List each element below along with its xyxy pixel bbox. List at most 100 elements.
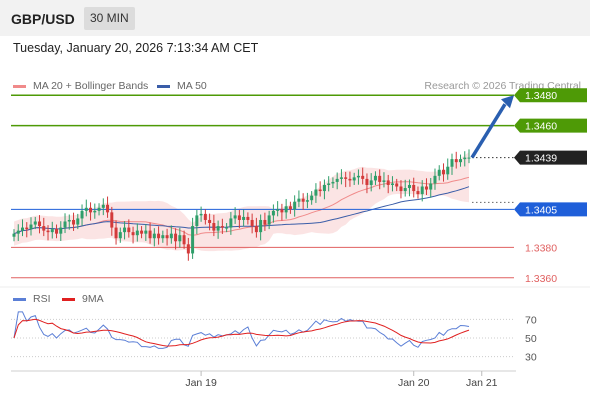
candle-body-85: [373, 175, 377, 181]
candle-body-107: [467, 157, 471, 159]
candle-body-92: [403, 188, 407, 192]
candle-body-36: [165, 235, 169, 239]
x-tick-label-0: Jan 19: [185, 377, 217, 389]
candle-body-64: [284, 206, 288, 213]
candle-body-8: [46, 230, 50, 233]
candle-body-39: [178, 235, 182, 242]
ma50-line: [13, 186, 470, 235]
candle-body-104: [454, 159, 458, 163]
level-tag-1: [514, 118, 587, 133]
candle-body-2: [21, 227, 25, 231]
candle-body-91: [399, 186, 403, 192]
candle-body-35: [161, 235, 165, 239]
candle-body-20: [97, 207, 101, 211]
level-label-4: 1.3360: [525, 273, 557, 285]
level-tag-2: [514, 202, 587, 217]
bollinger-band: [14, 152, 469, 252]
candle-body-52: [233, 215, 237, 219]
candle-body-6: [38, 221, 42, 227]
legend-rsi-swatch: [13, 297, 26, 301]
timeframe-button[interactable]: 30 MIN: [84, 7, 135, 30]
candle-body-12: [63, 221, 67, 228]
level-tag-0: [514, 88, 587, 103]
candle-body-93: [407, 184, 411, 189]
candle-body-7: [42, 226, 46, 231]
candle-body-82: [361, 175, 365, 179]
legend-rsi-label: RSI: [33, 293, 51, 305]
candle-body-63: [280, 209, 284, 213]
candle-body-10: [55, 229, 59, 234]
candle-body-0: [12, 233, 16, 237]
candle-body-50: [225, 227, 229, 229]
candle-body-83: [365, 178, 369, 185]
candle-body-56: [250, 219, 254, 227]
candle-body-15: [76, 218, 80, 225]
candle-body-26: [123, 227, 127, 233]
candle-body-67: [297, 198, 301, 202]
projection-arrow-line: [470, 103, 507, 159]
candle-body-14: [72, 219, 76, 225]
legend-ma50-swatch: [157, 84, 170, 88]
legend-ma20-swatch: [13, 84, 26, 88]
candle-body-81: [356, 175, 360, 178]
x-tick-label-1: Jan 20: [398, 377, 430, 389]
candle-body-70: [310, 195, 314, 201]
candle-body-19: [93, 210, 97, 213]
candle-body-25: [118, 232, 122, 239]
legend-9ma-swatch: [62, 297, 75, 301]
candle-body-13: [67, 219, 71, 222]
candle-body-41: [186, 244, 190, 254]
rsi-9ma-line: [13, 318, 470, 347]
chart-datetime: Tuesday, January 20, 2026 7:13:34 AM CET: [13, 41, 259, 55]
candle-body-106: [463, 157, 467, 160]
candle-body-43: [195, 215, 199, 227]
candle-body-28: [131, 232, 135, 236]
current-price-label: 1.3439: [525, 153, 557, 165]
candle-body-65: [288, 206, 292, 210]
legend-ma20-label: MA 20 + Bollinger Bands: [33, 80, 149, 92]
rsi-tick-0: 70: [525, 314, 537, 326]
candle-body-98: [429, 183, 433, 190]
rsi-tick-2: 30: [525, 352, 537, 364]
projection-arrow-head: [501, 95, 514, 109]
candle-body-37: [169, 233, 173, 239]
legend-ma50-label: MA 50: [177, 80, 207, 92]
candle-body-78: [344, 177, 348, 179]
candle-body-54: [242, 216, 246, 220]
candle-body-74: [327, 183, 331, 185]
candle-body-103: [450, 159, 454, 167]
candle-body-46: [208, 219, 212, 224]
candle-body-18: [89, 207, 93, 213]
candle-body-31: [144, 230, 148, 234]
candle-body-45: [203, 213, 207, 220]
legend-9ma: 9MA: [62, 293, 104, 305]
candle-body-71: [314, 189, 318, 196]
candle-body-66: [293, 201, 297, 210]
symbol-label: GBP/USD: [11, 11, 75, 27]
legend-rsi: RSI: [13, 293, 51, 305]
candle-body-99: [433, 175, 437, 184]
chart-header: GBP/USD 30 MIN: [0, 0, 590, 36]
legend-9ma-label: 9MA: [82, 293, 104, 305]
candle-body-100: [437, 169, 441, 176]
candle-body-79: [348, 178, 352, 181]
candle-body-61: [271, 210, 275, 216]
candle-body-47: [212, 223, 216, 231]
candle-body-22: [106, 204, 110, 213]
candle-body-88: [386, 180, 390, 185]
legend-ma50: MA 50: [157, 80, 207, 92]
candle-body-62: [276, 209, 280, 211]
candle-body-11: [59, 227, 63, 234]
candle-body-30: [140, 230, 144, 234]
candle-body-95: [416, 191, 420, 195]
candle-body-76: [335, 178, 339, 182]
candle-body-5: [33, 221, 37, 225]
level-label-2: 1.3405: [525, 204, 557, 216]
candle-body-44: [199, 213, 203, 216]
candle-body-73: [322, 184, 326, 192]
candle-body-75: [331, 181, 335, 184]
candle-body-87: [382, 180, 386, 182]
candle-body-55: [246, 216, 250, 220]
candle-body-97: [424, 186, 428, 190]
